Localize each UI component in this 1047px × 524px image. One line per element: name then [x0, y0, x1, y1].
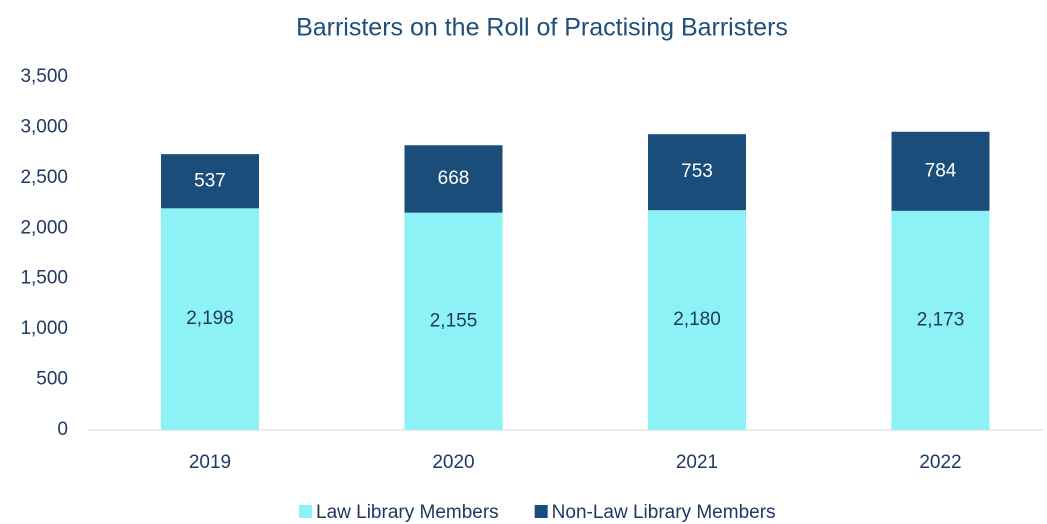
data-label: 753	[681, 161, 713, 182]
data-label: 2,198	[186, 308, 234, 329]
y-tick-label: 3,000	[20, 116, 68, 137]
data-label: 537	[194, 170, 226, 191]
data-label: 668	[438, 168, 470, 189]
bar-segment	[648, 134, 746, 211]
legend-swatch	[299, 505, 312, 518]
legend-label: Law Library Members	[316, 502, 499, 523]
bar-segment	[891, 210, 990, 430]
y-tick-label: 0	[57, 419, 68, 440]
y-tick-label: 2,500	[20, 167, 68, 188]
legend-swatch	[534, 505, 548, 518]
chart-title: Barristers on the Roll of Practising Bar…	[296, 14, 788, 42]
bar-segment	[891, 131, 990, 211]
x-tick-label: 2022	[919, 452, 961, 473]
x-tick-label: 2021	[676, 452, 718, 473]
data-label: 784	[925, 160, 957, 181]
bar-segment	[404, 145, 503, 213]
y-tick-label: 3,500	[20, 66, 68, 87]
x-tick-label: 2019	[189, 452, 231, 473]
y-tick-label: 2,000	[20, 217, 68, 238]
data-label: 2,180	[673, 309, 721, 330]
y-tick-label: 1,500	[20, 268, 68, 289]
data-label: 2,173	[917, 309, 965, 330]
y-tick-label: 1,000	[20, 318, 68, 339]
bar-segment	[648, 210, 746, 430]
y-tick-label: 500	[36, 369, 68, 390]
data-label: 2,155	[430, 310, 478, 331]
bar-segment	[161, 154, 259, 209]
bar-segment	[161, 208, 259, 430]
legend-label: Non-Law Library Members	[552, 502, 776, 523]
x-tick-label: 2020	[432, 452, 474, 473]
bar-segment	[404, 212, 503, 430]
